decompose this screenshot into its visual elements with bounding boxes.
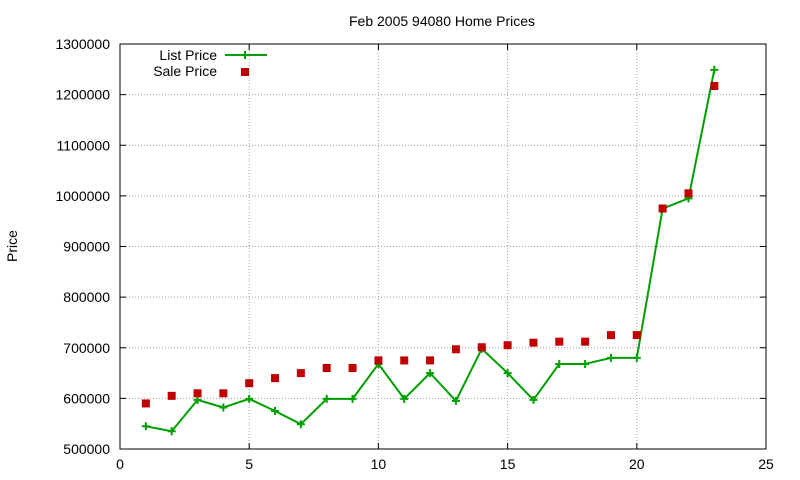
y-tick-labels: 500000 600000 700000 800000 900000 1000000 110… <box>55 36 110 457</box>
list-price-point <box>400 394 409 403</box>
y-tick-label: 900000 <box>63 239 110 255</box>
y-tick-label: 800000 <box>63 289 110 305</box>
list-price-point <box>219 403 228 412</box>
x-tick-label: 0 <box>116 456 124 472</box>
x-tick-label: 5 <box>245 456 253 472</box>
sale-price-point <box>451 345 460 354</box>
x-tick-label: 20 <box>629 456 645 472</box>
legend-label-sale-price: Sale Price <box>153 63 217 79</box>
y-tick-label: 1000000 <box>55 188 110 204</box>
list-price-point <box>245 394 254 403</box>
list-price-point <box>141 422 150 431</box>
sale-price-point <box>606 331 615 340</box>
sale-price-point <box>400 356 409 365</box>
x-tick-label: 25 <box>758 456 774 472</box>
sale-price-point <box>710 82 719 91</box>
list-price-point <box>271 407 280 416</box>
sale-price-point <box>322 364 331 372</box>
y-tick-label: 500000 <box>63 441 110 457</box>
chart-title: Feb 2005 94080 Home Prices <box>349 13 535 29</box>
sale-price-point <box>271 374 280 383</box>
sale-price-point <box>684 189 693 198</box>
sale-price-point <box>503 341 512 350</box>
y-tick-label: 1100000 <box>57 137 111 153</box>
legend-swatch-list-price-marker <box>241 51 249 59</box>
x-tick-labels: 0 5 10 15 20 25 <box>116 456 774 472</box>
sale-price-point <box>245 379 254 388</box>
sale-price-point <box>529 338 538 347</box>
list-price-point <box>581 359 590 368</box>
list-price-point <box>426 369 435 378</box>
x-tick-label: 15 <box>500 456 516 472</box>
y-axis-label: Price <box>4 230 20 262</box>
sale-price-point <box>193 389 202 398</box>
list-price-point <box>555 359 564 368</box>
sale-price-point <box>632 331 641 340</box>
sale-price-point <box>658 204 667 213</box>
list-price-point <box>529 395 538 404</box>
sale-price-point <box>167 391 176 400</box>
sale-price-point <box>581 337 590 346</box>
y-tick-label: 600000 <box>63 390 110 406</box>
y-tick-label: 1200000 <box>55 87 110 103</box>
x-tick-label: 10 <box>371 456 387 472</box>
list-price-point <box>451 396 460 405</box>
sale-price-point <box>141 399 150 408</box>
sale-price-point <box>555 337 564 346</box>
list-price-point <box>632 353 641 362</box>
sale-price-point <box>219 389 228 398</box>
list-price-point <box>322 394 331 403</box>
list-price-point <box>503 369 512 378</box>
list-price-point <box>167 427 176 436</box>
legend-swatch-sale-price-marker <box>241 68 249 76</box>
sale-price-point <box>477 343 486 352</box>
sale-price-point <box>426 356 435 365</box>
list-price-point <box>348 394 357 403</box>
sale-price-point <box>348 364 357 372</box>
sale-price-point <box>296 369 305 378</box>
y-tick-label: 700000 <box>63 340 110 356</box>
list-price-point <box>296 420 305 429</box>
legend-label-list-price: List Price <box>159 47 217 63</box>
tick-layer <box>119 43 767 450</box>
legend: List Price Sale Price <box>153 47 267 79</box>
y-tick-label: 1300000 <box>55 36 110 52</box>
list-price-point <box>710 65 719 74</box>
series-layer <box>141 65 719 436</box>
sale-price-point <box>374 356 383 365</box>
list-price-point <box>606 353 615 362</box>
